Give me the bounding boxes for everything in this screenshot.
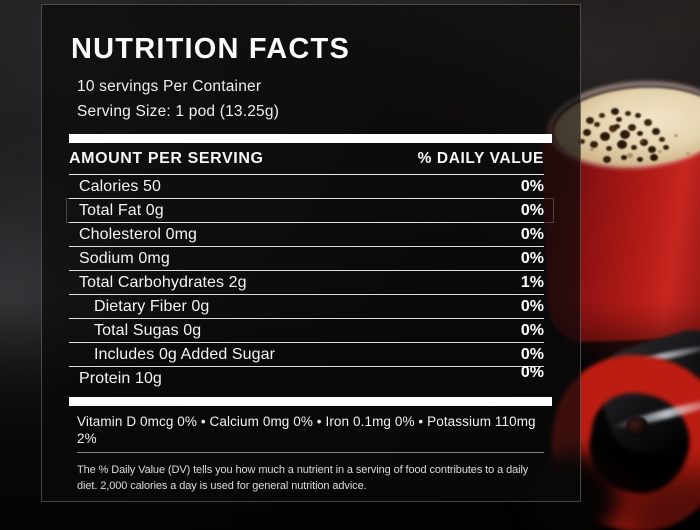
nutrition-facts-panel: NUTRITION FACTS 10 servings Per Containe…	[41, 4, 581, 502]
divider-bar-top	[69, 134, 552, 143]
watch-band-button	[626, 416, 648, 436]
nutrition-table: AMOUNT PER SERVING % DAILY VALUE Calorie…	[66, 143, 554, 391]
micronutrients-line: Vitamin D 0mcg 0% • Calcium 0mg 0% • Iro…	[77, 413, 544, 453]
row-value: 0%	[520, 345, 544, 363]
table-row-total-sugars: Total Sugas 0g 0%	[69, 319, 544, 343]
table-header-row: AMOUNT PER SERVING % DAILY VALUE	[69, 143, 544, 175]
row-value: 0%	[520, 177, 544, 195]
row-label: Dietary Fiber 0g	[94, 297, 210, 315]
table-row-sodium: Sodium 0mg 0%	[69, 247, 544, 271]
table-row-calories: Calories 50 0%	[69, 175, 544, 199]
cocoa-sprinkles	[614, 124, 620, 129]
nutrition-facts-title: NUTRITION FACTS	[71, 33, 350, 65]
table-row-total-carbohydrates: Total Carbohydrates 2g 1%	[69, 271, 544, 295]
table-row-total-fat: Total Fat 0g 0%	[66, 198, 554, 223]
row-value: 1%	[520, 273, 544, 291]
row-value: 0%	[520, 321, 544, 339]
table-row-cholesterol: Cholesterol 0mg 0%	[69, 223, 544, 247]
table-row-dietary-fiber: Dietary Fiber 0g 0%	[69, 295, 544, 319]
row-label: Protein 10g	[79, 370, 162, 387]
row-value: 0%	[520, 225, 544, 243]
row-label: Calories 50	[79, 177, 162, 195]
daily-value-footnote: The % Daily Value (DV) tells you how muc…	[77, 464, 529, 492]
daily-value-header: % DAILY VALUE	[417, 150, 544, 167]
row-label: Total Carbohydrates 2g	[79, 273, 247, 291]
row-value: 0%	[520, 249, 544, 267]
row-label: Total Sugas 0g	[94, 321, 202, 339]
servings-per-container: 10 servings Per Container	[77, 78, 262, 95]
amount-per-serving-header: AMOUNT PER SERVING	[69, 150, 264, 167]
row-value: 0%	[520, 364, 544, 381]
table-row-added-sugar: Includes 0g Added Sugar 0%	[69, 343, 544, 367]
row-label: Total Fat 0g	[79, 201, 164, 219]
divider-bar-bottom	[69, 397, 552, 406]
row-label: Sodium 0mg	[79, 249, 170, 267]
serving-size: Serving Size: 1 pod (13.25g)	[77, 103, 280, 120]
row-label: Cholesterol 0mg	[79, 225, 197, 243]
table-row-protein: Protein 10g 0%	[69, 364, 544, 391]
row-value: 0%	[520, 297, 544, 315]
row-value: 0%	[520, 201, 544, 219]
cocoa-dust	[640, 140, 644, 143]
row-label: Includes 0g Added Sugar	[94, 345, 276, 363]
